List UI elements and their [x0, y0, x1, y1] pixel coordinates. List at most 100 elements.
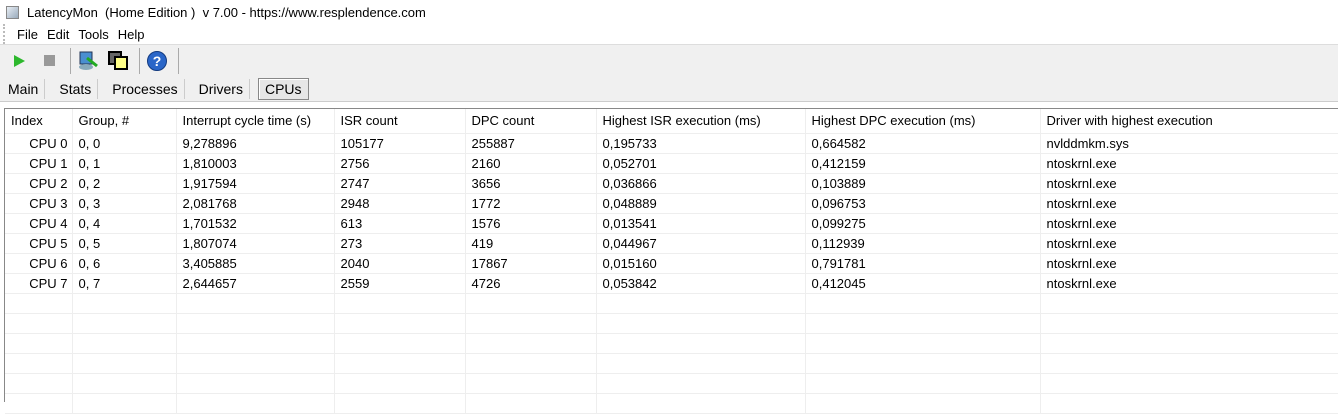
tab-cpus[interactable]: CPUs [257, 77, 309, 100]
table-cell [5, 373, 73, 394]
table-cell [465, 313, 597, 334]
table-cell: nvlddmkm.sys [1040, 133, 1338, 154]
table-cell: 9,278896 [176, 133, 335, 154]
table-row[interactable]: CPU 2 0, 2 1,917594 2747 3656 0,036866 0,10388… [5, 173, 1338, 194]
table-cell: 1,917594 [176, 173, 335, 194]
table-cell [334, 333, 466, 354]
toolbar: ? [0, 44, 1338, 76]
table-row[interactable]: CPU 7 0, 7 2,644657 2559 4726 0,053842 0,41204… [5, 273, 1338, 294]
table-cell: 0, 7 [72, 273, 177, 294]
empty-row [5, 393, 1338, 414]
table-row[interactable]: CPU 5 0, 5 1,807074 273 419 0,044967 0,112939 n… [5, 233, 1338, 254]
table-cell [334, 313, 466, 334]
table-row[interactable]: CPU 1 0, 1 1,810003 2756 2160 0,052701 0,41215… [5, 153, 1338, 174]
help-button[interactable]: ? [144, 48, 170, 74]
table-cell [805, 353, 1041, 374]
table-cell: CPU 7 [5, 273, 73, 294]
window-title: LatencyMon (Home Edition ) v 7.00 - http… [27, 4, 426, 20]
column-header[interactable]: Group, # [72, 109, 177, 134]
table-cell [334, 293, 466, 314]
table-row[interactable]: CPU 4 0, 4 1,701532 613 1576 0,013541 0,099275… [5, 213, 1338, 234]
toolbar-separator [178, 47, 179, 74]
empty-row [5, 373, 1338, 394]
table-cell: 0,096753 [805, 193, 1041, 214]
table-cell: 419 [465, 233, 597, 254]
column-header[interactable]: Highest ISR execution (ms) [596, 109, 806, 134]
table-cell [1040, 393, 1338, 414]
driver-search-button[interactable] [75, 48, 101, 74]
column-header[interactable]: Highest DPC execution (ms) [805, 109, 1041, 134]
table-cell [72, 353, 177, 374]
empty-row [5, 333, 1338, 354]
table-cell: 2,644657 [176, 273, 335, 294]
table-cell [1040, 373, 1338, 394]
table-cell [805, 373, 1041, 394]
table-cell [805, 313, 1041, 334]
table-cell: CPU 6 [5, 253, 73, 274]
table-cell: 1772 [465, 193, 597, 214]
table-cell: 1576 [465, 213, 597, 234]
tab-main[interactable]: Main [2, 78, 46, 99]
toolbar-separator [139, 47, 140, 74]
table-cell [596, 373, 806, 394]
menu-tools[interactable]: Tools [78, 26, 109, 42]
table-cell: CPU 2 [5, 173, 73, 194]
table-cell: 17867 [465, 253, 597, 274]
driver-search-icon [79, 51, 98, 70]
table-cell: 3656 [465, 173, 597, 194]
table-row[interactable]: CPU 0 0, 0 9,278896 105177 255887 0,195733 0,6… [5, 133, 1338, 154]
menu-file[interactable]: File [17, 26, 38, 42]
start-button[interactable] [6, 48, 32, 74]
table-cell [465, 333, 597, 354]
table-cell: 0,791781 [805, 253, 1041, 274]
windows-button[interactable] [105, 48, 131, 74]
table-cell: 2948 [334, 193, 466, 214]
table-row[interactable]: CPU 6 0, 6 3,405885 2040 17867 0,015160 0,7917… [5, 253, 1338, 274]
table-cell [176, 373, 335, 394]
table-row[interactable]: CPU 3 0, 3 2,081768 2948 1772 0,048889 0,09675… [5, 193, 1338, 214]
table-cell: 0, 1 [72, 153, 177, 174]
table-cell: CPU 0 [5, 133, 73, 154]
table-cell: CPU 5 [5, 233, 73, 254]
table-cell [1040, 333, 1338, 354]
table-cell: ntoskrnl.exe [1040, 173, 1338, 194]
table-cell: 1,807074 [176, 233, 335, 254]
table-cell [176, 333, 335, 354]
column-header[interactable]: Interrupt cycle time (s) [176, 109, 335, 134]
table-cell [596, 393, 806, 414]
table-cell: ntoskrnl.exe [1040, 213, 1338, 234]
table-cell [176, 313, 335, 334]
column-header[interactable]: ISR count [334, 109, 466, 134]
tab-processes[interactable]: Processes [106, 78, 185, 99]
stop-icon [43, 55, 55, 66]
table-cell: 2559 [334, 273, 466, 294]
table-cell [5, 333, 73, 354]
table-cell: 0,048889 [596, 193, 806, 214]
table-cell [176, 393, 335, 414]
stop-button[interactable] [36, 48, 62, 74]
table-cell: 3,405885 [176, 253, 335, 274]
menu-edit[interactable]: Edit [46, 26, 70, 42]
toolbar-separator [70, 47, 71, 74]
menu-help[interactable]: Help [117, 26, 145, 42]
table-cell: 0, 5 [72, 233, 177, 254]
tab-drivers[interactable]: Drivers [193, 78, 250, 99]
title-bar: LatencyMon (Home Edition ) v 7.00 - http… [0, 0, 1338, 24]
table-cell: ntoskrnl.exe [1040, 233, 1338, 254]
column-header[interactable]: DPC count [465, 109, 597, 134]
table-cell: 2747 [334, 173, 466, 194]
column-header[interactable]: Driver with highest execution [1040, 109, 1338, 134]
table-cell: 0,036866 [596, 173, 806, 194]
table-cell: 0,099275 [805, 213, 1041, 234]
table-cell [805, 293, 1041, 314]
column-header[interactable]: Index [5, 109, 73, 134]
table-cell: 2,081768 [176, 193, 335, 214]
table-cell: 0,412045 [805, 273, 1041, 294]
table-cell: ntoskrnl.exe [1040, 253, 1338, 274]
play-icon [13, 54, 25, 67]
table-cell: 2756 [334, 153, 466, 174]
windows-icon [108, 50, 128, 70]
tab-stats[interactable]: Stats [53, 78, 99, 99]
table-cell [465, 293, 597, 314]
table-cell: 105177 [334, 133, 466, 154]
